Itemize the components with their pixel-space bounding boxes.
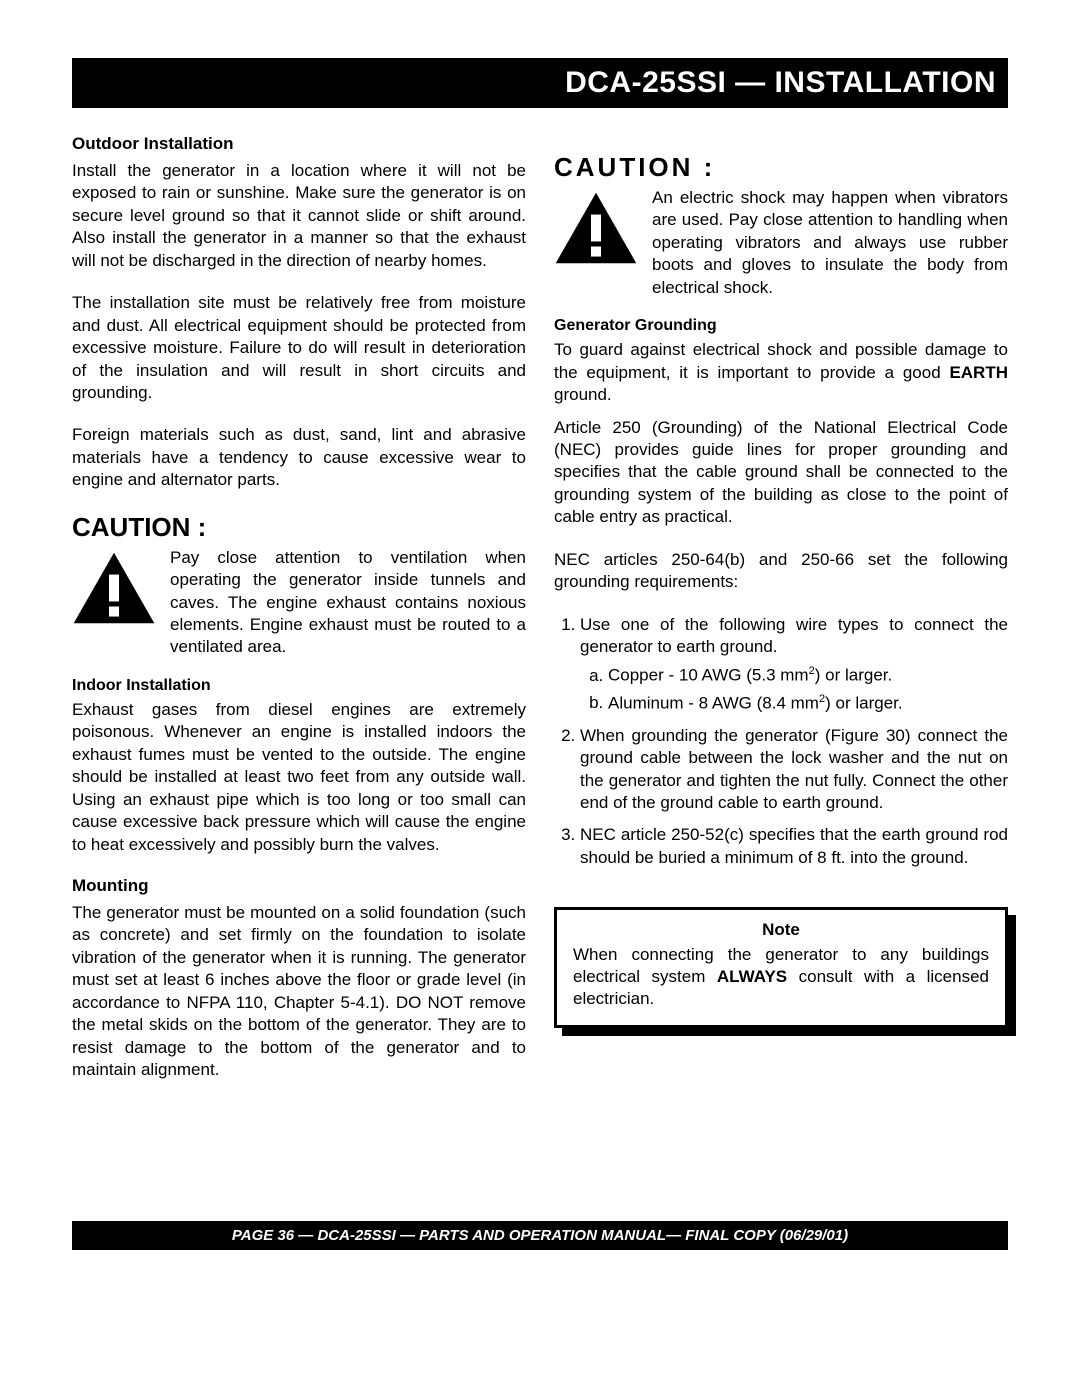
- caution-1-text: Pay close attention to ventilation when …: [170, 547, 526, 659]
- footer-bar: PAGE 36 — DCA-25SSI — PARTS AND OPERATIO…: [72, 1221, 1008, 1250]
- page-title-bar: DCA-25SSI — INSTALLATION: [72, 58, 1008, 108]
- caution-1-block: Pay close attention to ventilation when …: [72, 547, 526, 659]
- note-text: When connecting the generator to any bui…: [573, 944, 989, 1010]
- note-bold: ALWAYS: [717, 967, 787, 986]
- left-column: Outdoor Installation Install the generat…: [72, 134, 526, 1101]
- outdoor-heading: Outdoor Installation: [72, 134, 526, 154]
- grounding-heading: Generator Grounding: [554, 317, 1008, 335]
- sublist-item-b: Aluminum - 8 AWG (8.4 mm2) or larger.: [608, 692, 1008, 715]
- grounding-list: Use one of the following wire types to c…: [554, 614, 1008, 870]
- sub-a-pre: Copper - 10 AWG (5.3 mm: [608, 666, 809, 685]
- grounding-p3: NEC articles 250-64(b) and 250-66 set th…: [554, 549, 1008, 594]
- list-item-1: Use one of the following wire types to c…: [580, 614, 1008, 715]
- caution-1-title: CAUTION :: [72, 512, 526, 543]
- grounding-p1-post: ground.: [554, 385, 612, 404]
- grounding-p2: Article 250 (Grounding) of the National …: [554, 417, 1008, 529]
- note-box: Note When connecting the generator to an…: [554, 907, 1008, 1027]
- content-columns: Outdoor Installation Install the generat…: [72, 134, 1008, 1101]
- indoor-p1: Exhaust gases from diesel engines are ex…: [72, 699, 526, 856]
- warning-icon: [554, 191, 638, 265]
- list-item-2: When grounding the generator (Figure 30)…: [580, 725, 1008, 815]
- outdoor-p2: The installation site must be relatively…: [72, 292, 526, 404]
- grounding-p1-bold: EARTH: [949, 363, 1008, 382]
- note-box-inner: Note When connecting the generator to an…: [554, 907, 1008, 1027]
- sublist-item-a: Copper - 10 AWG (5.3 mm2) or larger.: [608, 664, 1008, 687]
- warning-icon: [72, 551, 156, 625]
- grounding-p1-pre: To guard against electrical shock and po…: [554, 340, 1008, 381]
- caution-2-text: An electric shock may happen when vibrat…: [652, 187, 1008, 299]
- page: DCA-25SSI — INSTALLATION Outdoor Install…: [0, 0, 1080, 1290]
- caution-2-block: An electric shock may happen when vibrat…: [554, 187, 1008, 299]
- sub-b-post: ) or larger.: [825, 693, 902, 712]
- sub-a-post: ) or larger.: [815, 666, 892, 685]
- right-column: CAUTION : An electric shock may happen w…: [554, 134, 1008, 1101]
- sub-b-pre: Aluminum - 8 AWG (8.4 mm: [608, 693, 819, 712]
- grounding-p1: To guard against electrical shock and po…: [554, 339, 1008, 406]
- mounting-heading: Mounting: [72, 876, 526, 896]
- list-item-1-text: Use one of the following wire types to c…: [580, 615, 1008, 656]
- mounting-p1: The generator must be mounted on a solid…: [72, 902, 526, 1082]
- indoor-heading: Indoor Installation: [72, 677, 526, 695]
- list-item-3: NEC article 250-52(c) specifies that the…: [580, 824, 1008, 869]
- outdoor-p1: Install the generator in a location wher…: [72, 160, 526, 272]
- caution-2-title: CAUTION :: [554, 152, 1008, 183]
- sublist-1: Copper - 10 AWG (5.3 mm2) or larger. Alu…: [580, 664, 1008, 714]
- outdoor-p3: Foreign materials such as dust, sand, li…: [72, 424, 526, 491]
- note-title: Note: [573, 920, 989, 940]
